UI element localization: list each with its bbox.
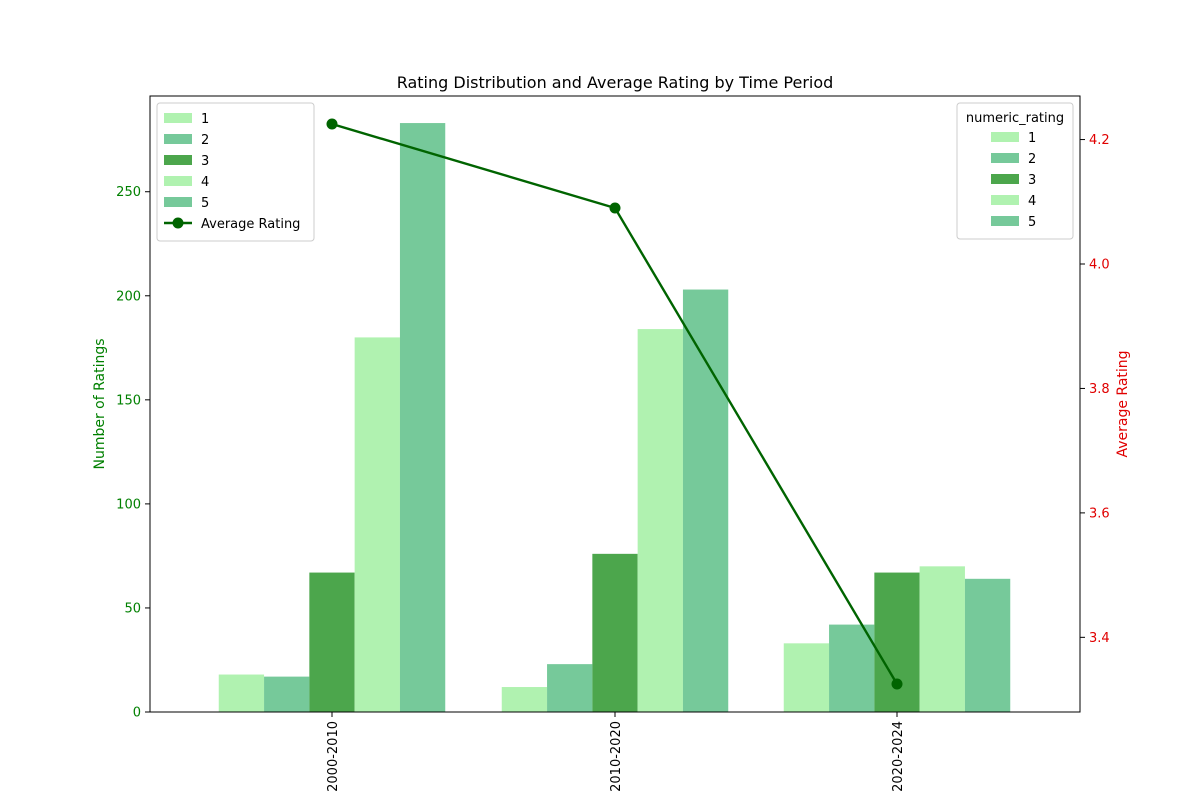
y-axis-left: 0 50 100 150 200 250 <box>116 185 150 721</box>
bar-2020-2024-rating-2 <box>829 624 875 712</box>
average-line-group <box>326 118 903 690</box>
bar-2010-2020-rating-3 <box>592 553 638 712</box>
x-tick-label: 2010-2020 <box>609 721 624 792</box>
bar-2010-2020-rating-2 <box>547 664 593 712</box>
x-tick-label: 2000-2010 <box>326 721 341 792</box>
bar-2000-2010-rating-4 <box>354 337 400 712</box>
bar-2020-2024-rating-3 <box>874 572 920 712</box>
bar-2010-2020-rating-5 <box>682 289 729 712</box>
y-tick-label-right: 4.2 <box>1089 133 1110 148</box>
y-tick-label-left: 250 <box>116 185 141 200</box>
legend-line-marker <box>172 217 184 229</box>
x-axis: 2000-2010 2010-2020 2020-2024 <box>326 712 906 792</box>
legend-label-1: 1 <box>1028 131 1036 146</box>
bar-2010-2020-rating-4 <box>637 329 683 712</box>
y-tick-label-left: 50 <box>124 601 141 616</box>
y-tick-label-left: 0 <box>133 706 141 721</box>
y-axis-right: 3.4 3.6 3.8 4.0 4.2 <box>1080 133 1110 646</box>
bar-2020-2024-rating-4 <box>919 566 965 712</box>
legend-label-2: 2 <box>1028 152 1036 167</box>
legend-frame <box>156 102 315 242</box>
y-tick-label-left: 150 <box>116 393 141 408</box>
y-axis-label-left: Number of Ratings <box>92 338 108 469</box>
legend-label-4: 4 <box>201 175 209 190</box>
legend-title: numeric_rating <box>966 111 1064 126</box>
y-tick-label-right: 4.0 <box>1089 258 1110 273</box>
bars-group <box>218 123 1011 712</box>
average-rating-point-2000-2010 <box>326 118 338 130</box>
legend-right: numeric_rating 1 2 3 4 5 <box>956 102 1074 240</box>
bar-2010-2020-rating-1 <box>501 687 548 712</box>
legend-swatch-1 <box>991 132 1019 142</box>
legend-swatch-2 <box>164 134 192 144</box>
legend-swatch-4 <box>164 176 192 186</box>
bar-2000-2010-rating-5 <box>399 123 446 712</box>
legend-label-average-rating: Average Rating <box>201 217 300 232</box>
y-tick-label-right: 3.8 <box>1089 382 1110 397</box>
legend-swatch-2 <box>991 153 1019 163</box>
legend-swatch-4 <box>991 195 1019 205</box>
legend-label-3: 3 <box>1028 173 1036 188</box>
average-rating-point-2010-2020 <box>609 202 621 214</box>
legend-frame <box>956 102 1074 240</box>
chart-title: Rating Distribution and Average Rating b… <box>397 73 834 92</box>
legend-label-5: 5 <box>201 196 209 211</box>
legend-swatch-5 <box>991 216 1019 226</box>
legend-swatch-5 <box>164 197 192 207</box>
legend-left: 1 2 3 4 5 Average Rating <box>156 102 315 242</box>
bar-2000-2010-rating-3 <box>309 572 355 712</box>
legend-label-4: 4 <box>1028 194 1036 209</box>
y-tick-label-left: 100 <box>116 497 141 512</box>
bar-2020-2024-rating-1 <box>783 643 830 712</box>
x-tick-label: 2020-2024 <box>891 721 906 792</box>
bar-2020-2024-rating-5 <box>964 578 1011 712</box>
bar-2000-2010-rating-2 <box>264 676 310 712</box>
legend-label-5: 5 <box>1028 215 1036 230</box>
legend-swatch-1 <box>164 113 192 123</box>
y-tick-label-right: 3.4 <box>1089 631 1110 646</box>
legend-label-1: 1 <box>201 112 209 127</box>
y-tick-label-left: 200 <box>116 289 141 304</box>
legend-swatch-3 <box>991 174 1019 184</box>
legend-swatch-3 <box>164 155 192 165</box>
y-axis-label-right: Average Rating <box>1115 350 1131 457</box>
legend-label-2: 2 <box>201 133 209 148</box>
bar-2000-2010-rating-1 <box>218 674 265 712</box>
legend-label-3: 3 <box>201 154 209 169</box>
y-tick-label-right: 3.6 <box>1089 506 1110 521</box>
average-rating-point-2020-2024 <box>891 678 903 690</box>
